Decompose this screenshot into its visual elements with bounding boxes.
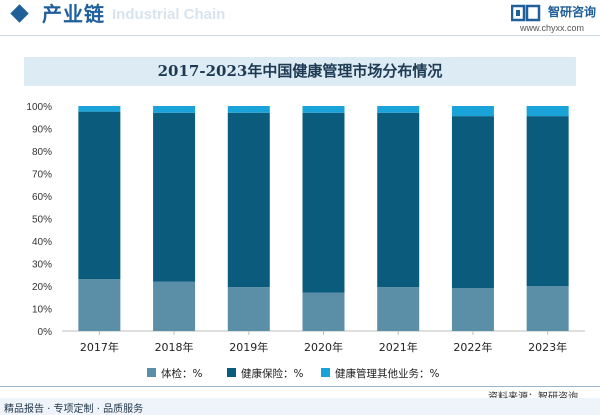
x-tick-label: 2022年 <box>453 340 492 354</box>
stacked-bar-chart: 0% 10% 20% 30% 40% 50% 60% 70% 80% 90% 100% 2017年 20… <box>26 102 585 380</box>
chart-title-bar: 2017-2023年中国健康管理市场分布情况 <box>24 57 576 86</box>
logo-name: 智研咨询 <box>548 5 597 19</box>
bar-segment-2 <box>153 112 196 282</box>
bar-segment-3 <box>451 106 494 117</box>
legend-swatch-2 <box>227 368 236 377</box>
x-tick-label: 2021年 <box>379 340 418 354</box>
bar-segment-1 <box>78 279 121 331</box>
y-tick-label: 70% <box>32 170 52 181</box>
footer-divider <box>0 386 600 387</box>
legend-swatch-1 <box>147 368 156 377</box>
y-tick-label: 60% <box>32 192 52 203</box>
bar-segment-1 <box>153 281 196 331</box>
bar-segment-2 <box>526 116 569 286</box>
bar-segment-2 <box>227 112 270 288</box>
x-tick-label: 2023年 <box>528 340 567 354</box>
bar-segment-3 <box>526 106 569 117</box>
y-tick-label: 50% <box>32 215 52 226</box>
footer-services: 精品报告 · 专项定制 · 品质服务 <box>4 404 144 415</box>
y-tick-label: 100% <box>26 102 52 113</box>
y-tick-label: 80% <box>32 147 52 158</box>
legend-swatch-3 <box>321 368 330 377</box>
bar-segment-2 <box>451 116 494 289</box>
bar-segment-1 <box>451 288 494 331</box>
y-tick-label: 40% <box>32 237 52 248</box>
x-tick-label: 2019年 <box>229 340 268 354</box>
brand-watermark: Industrial Chain <box>112 6 226 23</box>
section-title: 产业链 <box>42 2 105 26</box>
header-divider <box>0 35 600 36</box>
y-tick-label: 10% <box>32 305 52 316</box>
logo-icon <box>511 4 541 22</box>
bar-segment-2 <box>78 111 121 280</box>
bar-segment-3 <box>78 106 121 112</box>
bar-segment-1 <box>227 287 270 331</box>
x-tick-label: 2018年 <box>155 340 194 354</box>
legend-label-2: 健康保险：% <box>241 367 303 380</box>
y-tick-label: 30% <box>32 260 52 271</box>
bar-segment-3 <box>227 106 270 113</box>
y-tick-label: 90% <box>32 125 52 136</box>
bar-segment-1 <box>526 286 569 331</box>
bar-segment-3 <box>377 106 420 113</box>
bar-segment-1 <box>302 292 345 331</box>
chart-title: 2017-2023年中国健康管理市场分布情况 <box>157 62 443 80</box>
y-tick-label: 0% <box>38 327 53 338</box>
bar-segment-3 <box>153 106 196 113</box>
bar-segment-2 <box>302 112 345 293</box>
footer-band <box>0 398 600 415</box>
source-note: 资料来源：智研咨询 <box>488 388 578 403</box>
bar-segment-1 <box>377 287 420 331</box>
y-tick-label: 20% <box>32 282 52 293</box>
x-tick-label: 2020年 <box>304 340 343 354</box>
legend-label-3: 健康管理其他业务：% <box>335 367 439 380</box>
header-bar: 产业链 Industrial Chain 智研咨询 www.chyxx.com <box>0 0 600 36</box>
bar-segment-3 <box>302 106 345 113</box>
logo-url: www.chyxx.com <box>520 23 585 33</box>
x-tick-label: 2017年 <box>80 340 119 354</box>
bar-segment-2 <box>377 112 420 288</box>
legend-label-1: 体检：% <box>161 367 202 380</box>
